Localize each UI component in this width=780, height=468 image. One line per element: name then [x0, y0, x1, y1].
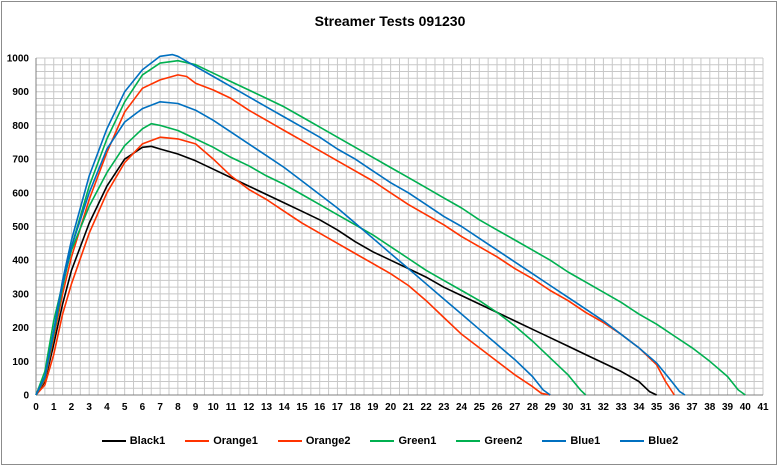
x-tick-label: 38: [704, 402, 716, 413]
y-tick-label: 500: [12, 222, 29, 233]
x-tick-label: 27: [509, 402, 521, 413]
legend-label: Green1: [398, 435, 437, 447]
x-tick-label: 13: [261, 402, 273, 413]
y-tick-label: 800: [12, 121, 29, 132]
legend-item-green1: Green1: [370, 435, 436, 447]
legend-swatch: [277, 440, 302, 442]
x-tick-label: 26: [491, 402, 503, 413]
legend-label: Orange1: [213, 435, 258, 447]
x-tick-label: 21: [403, 402, 415, 413]
y-tick-labels: 0 100 200 300 400 500 600 700 800 900 1000: [7, 54, 30, 402]
x-tick-label: 35: [651, 402, 663, 413]
legend-label: Orange2: [305, 435, 351, 447]
y-tick-label: 0: [23, 391, 29, 402]
legend-swatch: [185, 440, 210, 442]
x-tick-label: 14: [279, 402, 291, 413]
x-tick-label: 40: [740, 402, 752, 413]
x-tick-label: 37: [687, 402, 699, 413]
x-tick-label: 34: [633, 402, 645, 413]
legend-item-orange2: Orange2: [277, 435, 351, 447]
x-tick-label: 23: [438, 402, 450, 413]
x-tick-label: 41: [757, 402, 769, 413]
x-tick-label: 18: [350, 402, 362, 413]
x-tick-label: 11: [226, 402, 237, 413]
y-tick-label: 200: [12, 323, 29, 334]
series-line-orange1: [35, 136, 551, 396]
legend-item-blue1: Blue1: [542, 435, 600, 447]
x-tick-label: 6: [140, 402, 146, 413]
legend-swatch: [456, 440, 481, 442]
x-tick-label: 29: [545, 402, 557, 413]
x-tick-label: 0: [33, 402, 39, 413]
legend-item-black1: Black1: [101, 435, 166, 447]
series-line-green1: [35, 122, 587, 396]
x-tick-label: 12: [243, 402, 255, 413]
series-line-green2: [35, 59, 746, 396]
legend-swatch: [101, 440, 126, 442]
legend-item-green2: Green2: [456, 435, 522, 447]
x-tick-label: 33: [616, 402, 628, 413]
x-tick-label: 28: [527, 402, 539, 413]
x-tick-label: 1: [51, 402, 57, 413]
legend-label: Green2: [484, 435, 523, 447]
y-tick-label: 100: [12, 357, 29, 368]
x-tick-labels: 0 1 2 3 4 5 6 7 8 9 10 11 12 13 14 15 16 17 18 19 20 21 22 23 24…: [33, 402, 769, 413]
x-tick-label: 32: [598, 402, 610, 413]
x-tick-label: 8: [175, 402, 181, 413]
x-tick-label: 36: [669, 402, 681, 413]
legend-swatch: [542, 440, 567, 442]
x-tick-label: 30: [562, 402, 574, 413]
x-tick-label: 4: [104, 402, 110, 413]
x-tick-label: 22: [421, 402, 433, 413]
x-tick-label: 9: [193, 402, 199, 413]
legend-item-orange1: Orange1: [185, 435, 258, 447]
x-tick-label: 15: [296, 402, 308, 413]
x-tick-label: 16: [314, 402, 326, 413]
y-tick-label: 400: [12, 256, 29, 267]
legend-swatch: [620, 440, 645, 442]
x-tick-label: 20: [385, 402, 397, 413]
x-tick-label: 25: [474, 402, 486, 413]
x-tick-label: 5: [122, 402, 128, 413]
chart-title: Streamer Tests 091230: [314, 13, 466, 29]
series-line-blue1: [35, 101, 551, 396]
legend: Black1 Orange1 Orange2 Green1 Green2 Blue1 Blu…: [0, 435, 780, 447]
x-tick-label: 2: [69, 402, 75, 413]
legend-swatch: [370, 440, 395, 442]
y-tick-label: 300: [12, 289, 29, 300]
y-tick-label: 1000: [7, 54, 30, 65]
x-tick-label: 10: [208, 402, 220, 413]
legend-label: Black1: [129, 435, 166, 447]
legend-label: Blue1: [570, 435, 601, 447]
x-tick-label: 31: [580, 402, 592, 413]
y-tick-label: 600: [12, 188, 29, 199]
y-tick-label: 900: [12, 87, 29, 98]
series-line-orange2: [35, 74, 675, 396]
series-line-black1: [35, 145, 657, 396]
y-tick-label: 700: [12, 155, 29, 166]
series-lines: [35, 53, 746, 396]
grid-lines: [35, 57, 764, 396]
x-tick-label: 17: [332, 402, 344, 413]
x-tick-label: 19: [367, 402, 379, 413]
legend-item-blue2: Blue2: [620, 435, 678, 447]
x-tick-label: 7: [157, 402, 163, 413]
series-line-blue2: [35, 53, 686, 396]
x-tick-label: 24: [456, 402, 468, 413]
legend-label: Blue2: [648, 435, 679, 447]
x-tick-label: 3: [86, 402, 92, 413]
x-tick-label: 39: [722, 402, 734, 413]
